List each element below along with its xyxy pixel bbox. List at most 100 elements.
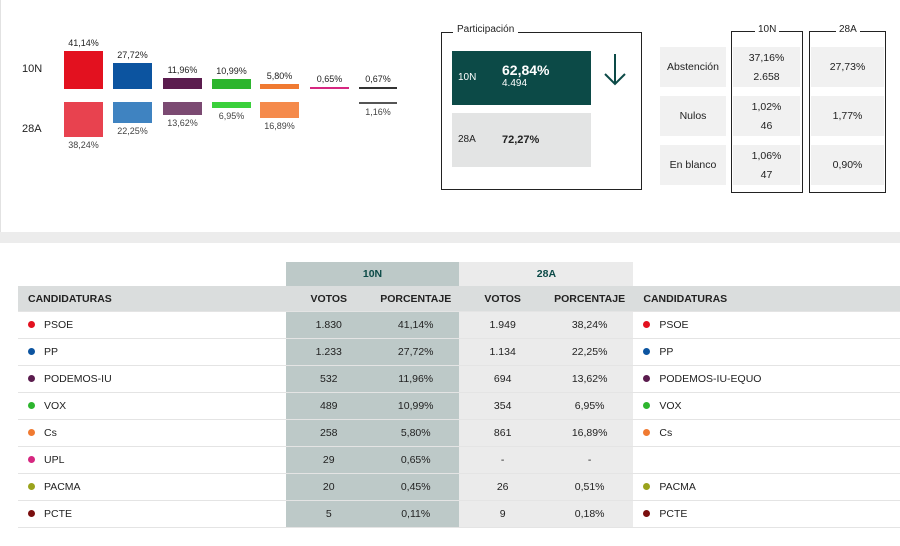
candidatura-name: PODEMOS-IU — [44, 373, 112, 385]
en-blanco-10n-votes: 47 — [760, 168, 773, 181]
candidatura-name: VOX — [44, 400, 67, 412]
votos-10n: 1.830 — [285, 311, 372, 339]
table-row: UPL 29 0,65% - - — [18, 446, 900, 474]
party-color-dot — [28, 320, 35, 328]
candidatura-28a: VOX — [633, 392, 900, 420]
bar-28a-psoe — [64, 102, 103, 138]
candidatura-name: PP — [44, 346, 59, 358]
table-row: Cs 258 5,80% 861 16,89% Cs — [18, 419, 900, 447]
pct-28a-vox: 6,95% — [218, 111, 245, 122]
candidatura-name-28a: PSOE — [659, 319, 689, 331]
results-summary-panel: 10N 28A 41,14% 38,24% 27,72% 22,25% 11,96% 13… — [0, 0, 900, 232]
candidatura-28a: PODEMOS-IU-EQUO — [633, 365, 900, 393]
candidatura-28a: PP — [633, 338, 900, 366]
pct-28a-otros: 1,16% — [365, 107, 391, 117]
participacion-10n-pct: 62,84% — [502, 62, 550, 78]
header-votos-28a: VOTOS — [459, 286, 546, 312]
header-candidaturas: CANDIDATURAS — [18, 286, 286, 312]
table-row: PP 1.233 27,72% 1.134 22,25% PP — [18, 338, 900, 366]
votos-10n: 20 — [285, 473, 372, 501]
candidatura-10n: PODEMOS-IU — [18, 365, 286, 393]
votos-10n: 1.233 — [285, 338, 372, 366]
votos-10n: 29 — [285, 446, 372, 474]
votos-10n: 532 — [285, 365, 372, 393]
candidatura-28a: PCTE — [633, 500, 900, 528]
candidatura-10n: PACMA — [18, 473, 286, 501]
arrow-down-icon — [604, 54, 626, 86]
porcentaje-10n: 10,99% — [371, 392, 460, 420]
porcentaje-10n: 0,11% — [371, 500, 460, 528]
party-color-dot — [28, 509, 35, 517]
party-color-dot — [643, 509, 651, 517]
candidatura-name: PSOE — [44, 319, 74, 331]
bar-28a-pp — [113, 102, 152, 123]
porcentaje-28a: 0,51% — [545, 473, 634, 501]
votos-28a: - — [459, 446, 546, 474]
bar-10n-upl — [310, 87, 349, 89]
candidatura-name-28a: PACMA — [659, 481, 696, 493]
party-color-dot — [28, 428, 35, 436]
party-color-dot — [28, 455, 35, 463]
candidatura-name: PACMA — [44, 481, 81, 493]
nulos-28a: 1,77% — [811, 96, 884, 136]
bar-10n-podemos-iu — [163, 77, 202, 89]
bar-28a-vox — [212, 102, 251, 109]
header-candidaturas-28a: CANDIDATURAS — [633, 286, 900, 312]
pct-10n-otros: 0,67% — [365, 74, 391, 84]
porcentaje-10n: 41,14% — [371, 311, 460, 339]
bar-10n-cs — [260, 83, 299, 89]
pct-10n-podemos-iu: 11,96% — [167, 64, 198, 75]
table-row: PACMA 20 0,45% 26 0,51% PACMA — [18, 473, 900, 501]
party-color-dot — [643, 320, 651, 328]
participacion-28a: 28A 72,27% — [452, 113, 591, 167]
porcentaje-28a: 13,62% — [545, 365, 634, 393]
bar-28a-cs — [260, 102, 299, 118]
candidatura-28a: PSOE — [633, 311, 900, 339]
votos-28a: 354 — [459, 392, 546, 420]
section-divider — [0, 232, 900, 243]
candidatura-28a: PACMA — [633, 473, 900, 501]
candidatura-name: Cs — [44, 427, 57, 439]
candidatura-10n: Cs — [18, 419, 286, 447]
candidatura-10n: PSOE — [18, 311, 286, 339]
header-votos-10n: VOTOS — [285, 286, 372, 312]
party-color-dot — [28, 401, 35, 409]
bar-10n-psoe — [64, 51, 103, 89]
participacion-28a-pct: 72,27% — [502, 134, 540, 146]
party-color-dot — [643, 347, 651, 355]
party-color-dot — [643, 482, 651, 490]
nulos-10n-votes: 46 — [760, 119, 773, 132]
votos-28a: 9 — [459, 500, 546, 528]
group-header-28a: 28A — [459, 262, 634, 286]
party-color-dot — [28, 482, 35, 490]
pct-10n-pp: 27,72% — [117, 50, 148, 61]
table-row: PODEMOS-IU 532 11,96% 694 13,62% PODEMOS-IU-E… — [18, 365, 900, 393]
party-color-dot — [28, 347, 35, 355]
porcentaje-28a: 16,89% — [545, 419, 634, 447]
col-28a-title: 28A — [836, 24, 860, 35]
col-28a-frame — [809, 31, 886, 193]
participacion-10n-label: 10N — [458, 72, 477, 83]
porcentaje-10n: 11,96% — [371, 365, 460, 393]
candidatura-name-28a: PODEMOS-IU-EQUO — [659, 373, 762, 385]
abstencion-label: Abstención — [660, 47, 726, 87]
candidatura-name-28a: Cs — [659, 427, 673, 439]
votos-28a: 694 — [459, 365, 546, 393]
pct-10n-psoe: 41,14% — [68, 38, 99, 48]
pct-10n-cs: 5,80% — [266, 70, 293, 81]
party-color-dot — [28, 374, 35, 382]
participacion-10n-votes: 4.494 — [502, 78, 528, 89]
porcentaje-10n: 27,72% — [371, 338, 460, 366]
en-blanco-10n: 1,06% 47 — [733, 145, 800, 185]
bar-10n-vox — [212, 78, 251, 89]
col-10n-title: 10N — [755, 24, 780, 35]
row-label-10n: 10N — [22, 63, 43, 75]
pct-10n-upl: 0,65% — [316, 74, 343, 84]
pct-28a-psoe: 38,24% — [68, 140, 99, 151]
nulos-10n: 1,02% 46 — [733, 96, 800, 136]
en-blanco-label: En blanco — [660, 145, 726, 185]
participacion-28a-label: 28A — [458, 134, 476, 145]
table-row: PCTE 5 0,11% 9 0,18% PCTE — [18, 500, 900, 528]
table-row: PSOE 1.830 41,14% 1.949 38,24% PSOE — [18, 311, 900, 339]
votos-10n: 258 — [285, 419, 372, 447]
